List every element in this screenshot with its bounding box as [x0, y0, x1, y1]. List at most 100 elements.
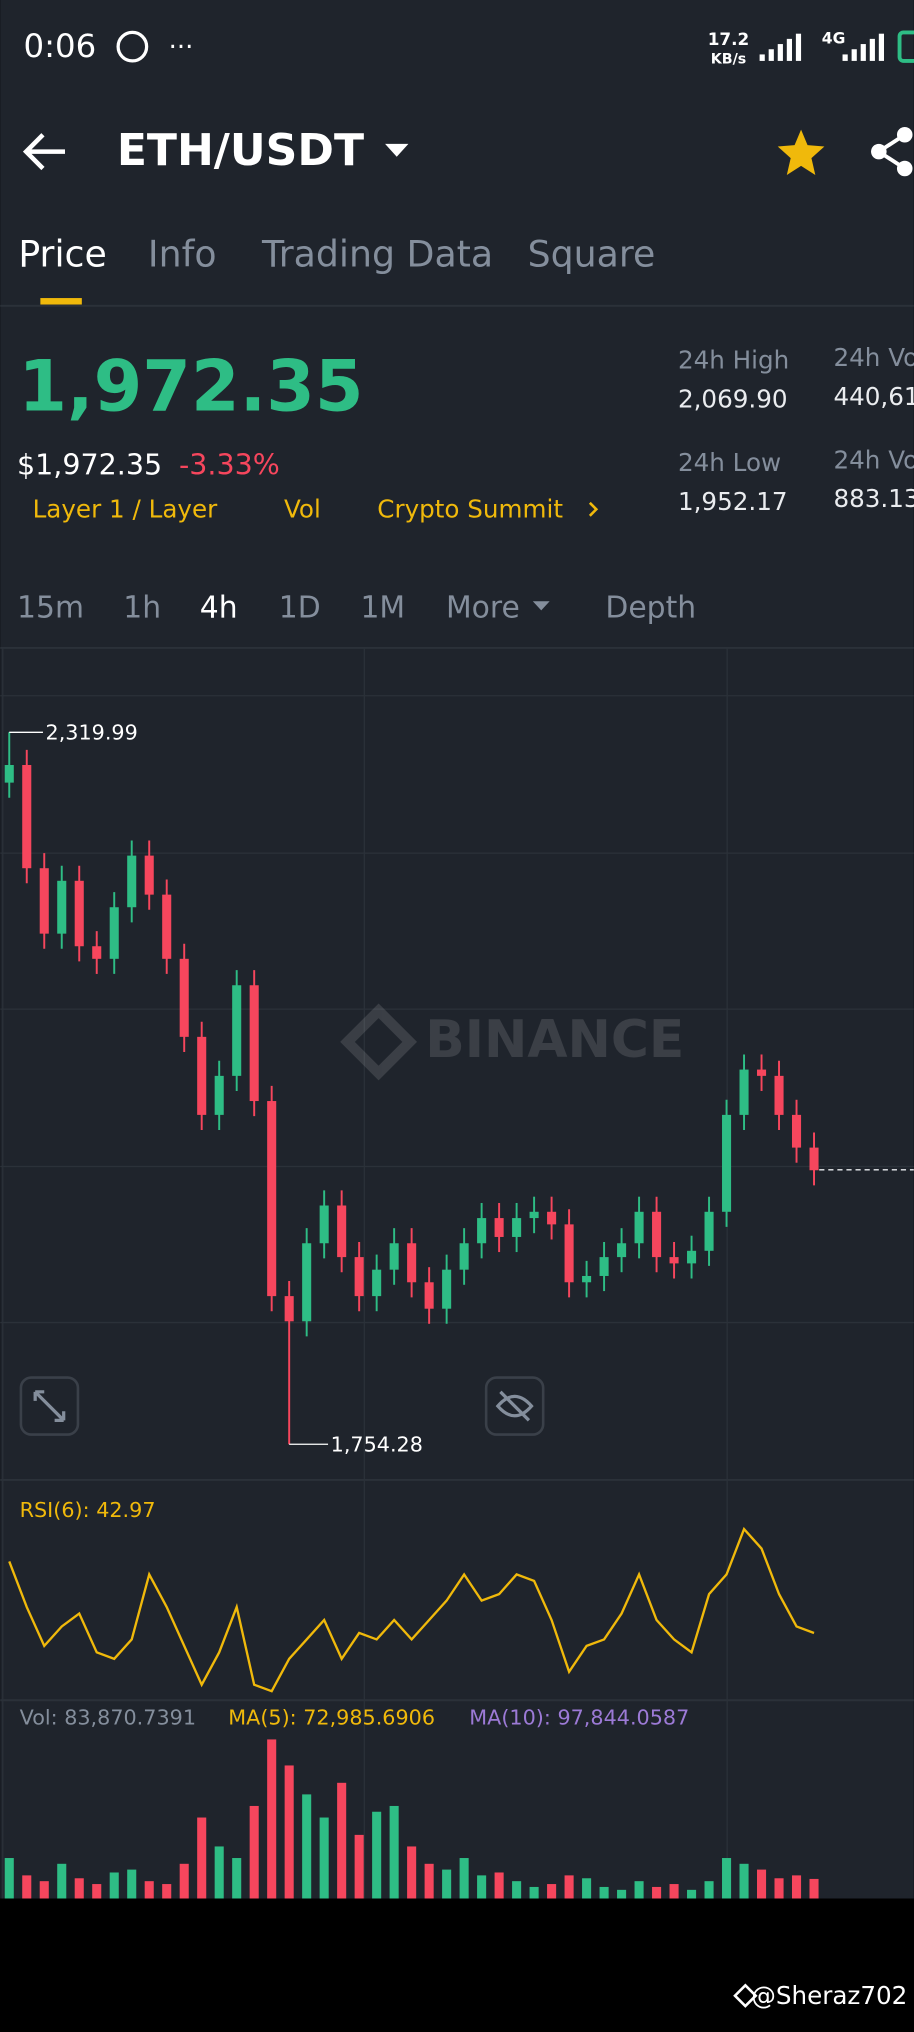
credit: @Sheraz702 — [751, 1981, 907, 2010]
candle-body — [389, 1243, 399, 1270]
candle-body — [669, 1257, 679, 1264]
tag-arrow[interactable] — [588, 501, 599, 517]
fullscreen-button[interactable] — [19, 1376, 80, 1436]
favorite-star[interactable] — [777, 129, 825, 175]
credit-logo — [733, 1983, 758, 2008]
volume-bar — [722, 1858, 732, 1899]
volume-bar — [477, 1875, 487, 1899]
volume-bar — [372, 1811, 382, 1899]
candle-body — [599, 1257, 609, 1276]
candle-body — [249, 985, 259, 1102]
candle-body — [109, 907, 119, 959]
interval[interactable]: 1M — [360, 591, 405, 626]
interval[interactable]: 1h — [123, 591, 161, 626]
volume-bar — [22, 1875, 32, 1899]
speed-unit: KB/s — [711, 52, 747, 68]
dots: ··· — [169, 32, 194, 62]
candle-body — [704, 1211, 714, 1251]
volume-bar — [92, 1884, 102, 1899]
candle-body — [564, 1224, 574, 1283]
volume-bar — [162, 1884, 172, 1899]
candle-body — [284, 1296, 294, 1322]
volume-bar — [179, 1863, 189, 1899]
volume-bar — [599, 1886, 609, 1899]
candle-body — [739, 1069, 749, 1115]
interval[interactable]: 15m — [17, 591, 84, 626]
candle-body — [372, 1269, 382, 1297]
candle-body — [92, 946, 102, 959]
back-button[interactable] — [22, 133, 65, 171]
volume-bar — [127, 1869, 137, 1899]
volume-bar — [74, 1878, 84, 1899]
volume-bar — [704, 1881, 714, 1899]
candle-body — [809, 1147, 819, 1171]
candle-body — [302, 1243, 312, 1322]
hide-button[interactable] — [484, 1376, 545, 1436]
candle-body — [39, 868, 49, 934]
volume-bar — [39, 1881, 49, 1899]
tag[interactable]: Crypto Summit — [377, 495, 563, 524]
tab[interactable]: Square — [528, 233, 656, 276]
tab[interactable]: Price — [18, 233, 106, 276]
nav-bar — [0, 1898, 914, 2032]
watermark: BINANCE — [340, 1003, 684, 1081]
candle-body — [179, 958, 189, 1037]
more-dropdown[interactable] — [532, 601, 550, 611]
pair-title[interactable]: ETH/USDT — [117, 125, 364, 176]
share-button[interactable] — [871, 127, 913, 177]
tab[interactable]: Info — [148, 233, 217, 276]
candle-body — [617, 1243, 627, 1258]
volume-bar — [389, 1805, 399, 1899]
interval[interactable]: 4h — [200, 591, 238, 626]
candle-body — [319, 1205, 329, 1244]
ma5-label: MA(5): 72,985.6906 — [228, 1705, 435, 1729]
interval[interactable]: Depth — [605, 591, 696, 626]
network: 4G — [822, 29, 846, 47]
candle-body — [232, 985, 242, 1076]
interval[interactable]: More — [446, 591, 520, 626]
volume-bar — [529, 1886, 539, 1899]
volume-bar — [109, 1872, 119, 1899]
volume-bar — [547, 1884, 557, 1899]
candle-body — [214, 1075, 224, 1115]
tag[interactable]: Layer 1 / Layer — [33, 495, 219, 524]
volume-bar — [494, 1872, 504, 1899]
high-label: 2,319.99 — [46, 721, 138, 745]
tab[interactable]: Trading Data — [261, 233, 493, 276]
candle-body — [57, 880, 67, 934]
watermark-text: BINANCE — [425, 1010, 684, 1070]
candle-body — [687, 1250, 697, 1264]
candle-body — [477, 1218, 487, 1244]
interval[interactable]: 1D — [279, 591, 321, 626]
candle-body — [354, 1257, 364, 1297]
volume-bar — [687, 1889, 697, 1899]
volume-bar — [459, 1858, 469, 1899]
hide-icon — [495, 1390, 534, 1422]
volume-bar — [302, 1794, 312, 1899]
volume-bar — [739, 1863, 749, 1899]
volume-bar — [407, 1846, 417, 1899]
volume-bar — [582, 1878, 592, 1899]
volume-bar — [512, 1881, 522, 1899]
pair-dropdown[interactable] — [385, 143, 409, 157]
volume-bar — [634, 1881, 644, 1899]
candle-body — [74, 880, 84, 947]
volume-bar — [284, 1765, 294, 1899]
volume-bar — [791, 1875, 802, 1899]
volume-bar — [249, 1805, 259, 1899]
candle-body — [774, 1075, 784, 1115]
volume-bar — [617, 1889, 627, 1899]
candle-body — [337, 1205, 347, 1258]
volume-bar — [144, 1881, 154, 1899]
stat-value: 883.13 — [833, 484, 914, 513]
candle-body — [162, 894, 172, 959]
stat-label: 24h Vo — [833, 445, 914, 474]
volume-bar — [809, 1878, 819, 1899]
tag[interactable]: Vol — [284, 495, 321, 524]
time: 0:06 — [24, 27, 97, 65]
candle-body — [791, 1114, 802, 1148]
rsi-label: RSI(6): 42.97 — [20, 1498, 156, 1522]
volume-bar — [652, 1886, 662, 1899]
